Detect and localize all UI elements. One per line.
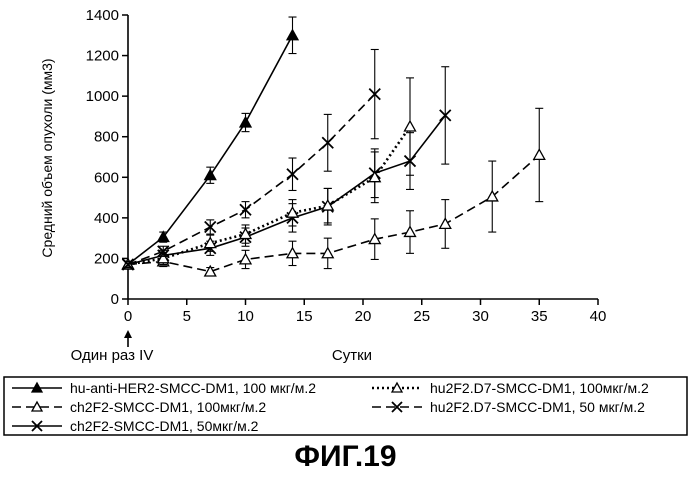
x-tick-label: 0 [124,308,132,325]
x-tick-label: 10 [237,308,254,325]
legend-item-1: hu-anti-HER2-SMCC-DM1, 100 мкг/м.2 [12,380,316,396]
dosing-annotation: Один раз IV [71,347,154,364]
y-tick-label: 400 [94,210,119,227]
y-tick-label: 800 [94,129,119,146]
chart: 0 200 400 600 800 1000 1200 1400 0 5 10 15 20 25 30 35 4… [0,0,691,440]
legend-label: hu2F2.D7-SMCC-DM1, 50 мкг/м.2 [430,399,645,415]
legend-label: hu-anti-HER2-SMCC-DM1, 100 мкг/м.2 [70,380,316,396]
x-tick-label: 35 [531,308,548,325]
x-tick-label: 20 [355,308,372,325]
data-point [440,218,451,228]
legend-item-5: hu2F2.D7-SMCC-DM1, 50 мкг/м.2 [372,399,645,415]
series-line [128,127,410,265]
data-point [287,207,298,217]
data-point [405,121,416,131]
dosing-arrow-icon [124,330,132,347]
data-point [240,254,251,264]
legend-label: hu2F2.D7-SMCC-DM1, 100мкг/м.2 [430,380,649,396]
series-2 [123,108,545,276]
y-tick-label: 1000 [86,88,119,105]
legend-item-4: hu2F2.D7-SMCC-DM1, 100мкг/м.2 [372,380,649,396]
x-axis-label: Сутки [332,347,372,364]
series-3 [123,67,451,270]
y-tick-label: 1200 [86,48,119,65]
data-point [205,170,216,180]
y-tick-label: 200 [94,250,119,267]
data-point [240,117,251,127]
series-line [128,115,445,264]
legend-label: ch2F2-SMCC-DM1, 50мкг/м.2 [70,418,259,434]
x-tick-label: 30 [472,308,489,325]
plot-area: 0 200 400 600 800 1000 1200 1400 0 5 10 15 20 25 30 35 4… [86,7,607,325]
x-tick-label: 5 [183,308,191,325]
legend: hu-anti-HER2-SMCC-DM1, 100 мкг/м.2 ch2F2-… [12,380,649,434]
y-tick-label: 0 [111,291,119,308]
legend-label: ch2F2-SMCC-DM1, 100мкг/м.2 [70,399,266,415]
figure-caption: ФИГ.19 [0,440,691,474]
x-tick-label: 25 [413,308,430,325]
x-tick-label: 15 [296,308,313,325]
data-point [534,149,545,159]
series-line [128,155,539,272]
y-axis-label: Средний объем опухоли (мм3) [39,58,55,257]
data-point [405,227,416,237]
data-point [287,30,298,40]
y-tick-label: 1400 [86,7,119,24]
y-tick-label: 600 [94,169,119,186]
legend-item-3: ch2F2-SMCC-DM1, 50мкг/м.2 [12,418,259,434]
legend-item-2: ch2F2-SMCC-DM1, 100мкг/м.2 [12,399,266,415]
x-tick-label: 40 [590,308,607,325]
data-point [205,238,216,248]
